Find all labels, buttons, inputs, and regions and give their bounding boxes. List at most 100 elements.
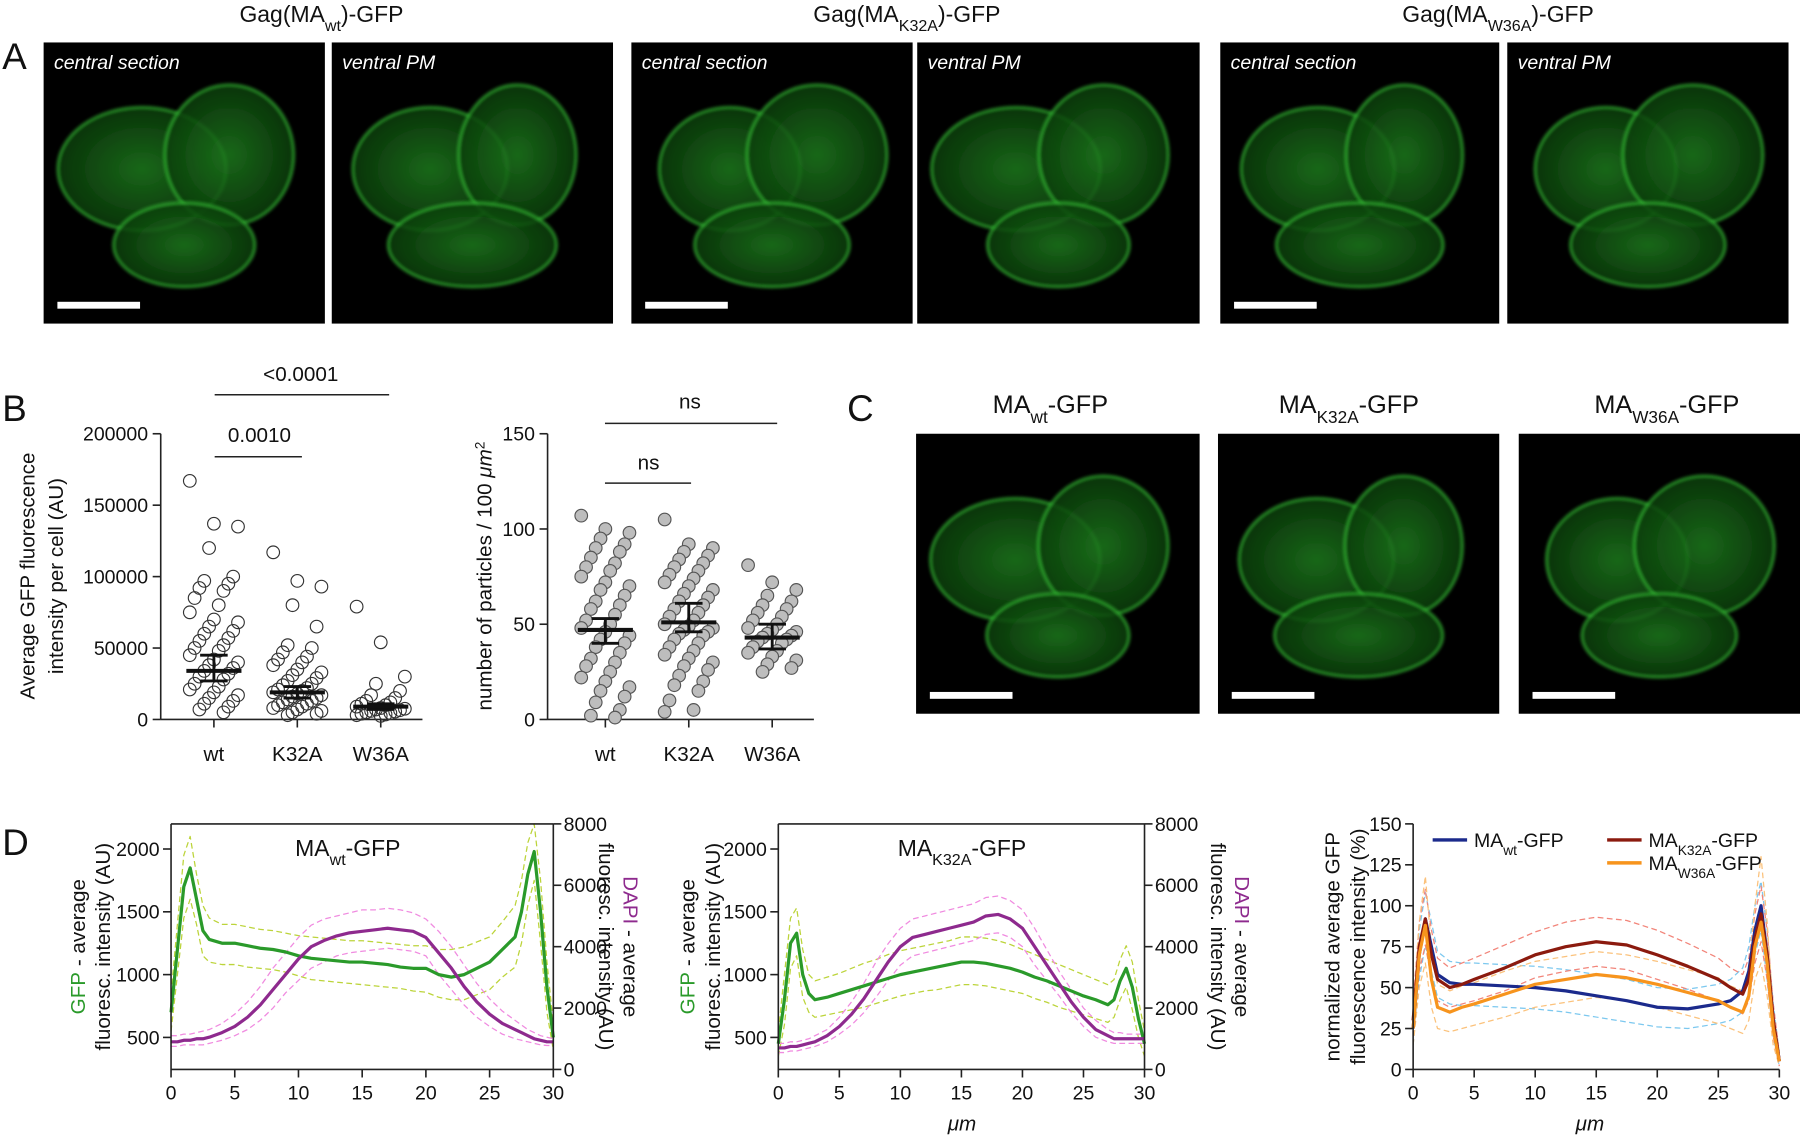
x-tick-label: 20 bbox=[415, 1082, 437, 1104]
sd-line bbox=[778, 895, 1145, 1044]
data-point bbox=[309, 671, 324, 685]
sd-line bbox=[170, 823, 554, 1025]
data-point bbox=[579, 659, 593, 674]
construct-title: MAwt-GFP bbox=[993, 391, 1108, 427]
legend-entry: MAW36A-GFP bbox=[1648, 853, 1761, 880]
title-subscript: K32A bbox=[899, 17, 939, 35]
data-point bbox=[617, 689, 632, 704]
view-label: central section bbox=[54, 52, 180, 74]
title-subscript: wt bbox=[1030, 407, 1048, 427]
data-point bbox=[662, 693, 677, 708]
legend-part: MA bbox=[1648, 830, 1677, 852]
title-part: -GFP bbox=[1359, 391, 1419, 419]
data-point bbox=[285, 598, 300, 613]
data-point bbox=[314, 704, 329, 718]
x-tick-label: 0 bbox=[166, 1082, 177, 1104]
mean-line bbox=[1411, 912, 1781, 1062]
data-point bbox=[593, 684, 608, 698]
sd-line bbox=[1412, 885, 1780, 1054]
data-point bbox=[612, 544, 627, 559]
data-point bbox=[207, 612, 221, 627]
construct-title: MAW36A-GFP bbox=[1594, 391, 1739, 427]
mean-line bbox=[169, 849, 555, 1038]
y-tick-label: 2000 bbox=[116, 839, 160, 861]
data-point bbox=[192, 702, 207, 717]
construct-title: Gag(MAwt)-GFP bbox=[239, 1, 403, 35]
cell bbox=[1569, 201, 1727, 289]
data-point bbox=[657, 575, 672, 590]
y-tick-label: 0 bbox=[137, 709, 148, 731]
title-subscript: W36A bbox=[1488, 17, 1532, 35]
data-point bbox=[349, 708, 364, 723]
y-tick-label: 0 bbox=[1391, 1059, 1402, 1081]
x-tick-label: 10 bbox=[1524, 1082, 1546, 1104]
mean-line bbox=[171, 926, 554, 1044]
data-point bbox=[221, 699, 236, 714]
x-tick-label: 0 bbox=[1408, 1082, 1419, 1104]
significance-label: 0.0010 bbox=[228, 424, 291, 447]
significance-label: ns bbox=[679, 391, 701, 414]
construct-title: Gag(MAK32A)-GFP bbox=[813, 1, 1000, 35]
x-tick-label: 25 bbox=[1707, 1082, 1729, 1104]
view-label: ventral PM bbox=[1518, 52, 1612, 74]
data-point bbox=[211, 598, 226, 613]
sd-line bbox=[1412, 855, 1780, 1054]
data-point bbox=[221, 631, 236, 645]
label-part: - average bbox=[618, 924, 641, 1017]
y-tick-label: 50000 bbox=[94, 638, 148, 660]
title-part: -GFP bbox=[971, 835, 1026, 861]
panel-label: B bbox=[2, 388, 27, 429]
title-subscript: K32A bbox=[1317, 407, 1360, 427]
x-tick-label: 15 bbox=[1585, 1082, 1607, 1104]
data-point bbox=[216, 705, 231, 720]
title-part: MA bbox=[295, 835, 330, 861]
label-part: GFP bbox=[67, 972, 90, 1014]
data-point bbox=[280, 638, 295, 653]
data-point bbox=[226, 569, 241, 584]
data-point bbox=[182, 605, 197, 620]
mean-line bbox=[776, 931, 1147, 1045]
y-tick-label: 75 bbox=[1380, 937, 1402, 959]
x-tick-label: 25 bbox=[479, 1082, 501, 1104]
data-point bbox=[285, 705, 300, 720]
y-tick-label: 50 bbox=[1380, 977, 1402, 999]
data-point bbox=[309, 619, 324, 634]
scale-bar bbox=[1532, 691, 1616, 699]
data-point bbox=[741, 621, 755, 635]
data-point bbox=[789, 583, 804, 597]
x-tick-label: W36A bbox=[744, 743, 800, 766]
cell bbox=[1274, 201, 1445, 289]
x-tick-label: 5 bbox=[834, 1082, 845, 1104]
panel-label: A bbox=[2, 36, 27, 77]
chart-title: MAK32A-GFP bbox=[898, 835, 1026, 869]
label-part: - average bbox=[1230, 924, 1253, 1017]
data-point bbox=[349, 599, 364, 614]
data-point bbox=[588, 695, 603, 710]
data-point bbox=[657, 647, 672, 662]
data-point bbox=[202, 691, 216, 705]
data-point bbox=[231, 655, 245, 670]
sd-line bbox=[777, 907, 1146, 1032]
y-axis-label: number of particles / 100 μm2 bbox=[472, 442, 497, 711]
label-part: - average bbox=[677, 879, 700, 972]
data-point bbox=[192, 634, 207, 648]
data-point bbox=[304, 694, 319, 708]
data-point bbox=[202, 541, 216, 555]
title-part: -GFP bbox=[346, 835, 401, 861]
y-tick-label: 1500 bbox=[723, 902, 767, 924]
scale-bar bbox=[645, 301, 728, 309]
title-part: Gag(MA bbox=[1402, 1, 1488, 27]
y2-axis-label: fluoresc. intensity (AU) bbox=[1206, 843, 1229, 1051]
data-point bbox=[314, 665, 329, 680]
y-tick-label: 100 bbox=[502, 519, 535, 541]
data-point bbox=[285, 668, 300, 683]
x-tick-label: 25 bbox=[1073, 1082, 1095, 1104]
y-tick-label: 2000 bbox=[723, 839, 767, 861]
y-tick-label: 150 bbox=[1369, 814, 1402, 836]
data-point bbox=[187, 641, 202, 655]
y2-tick-label: 2000 bbox=[1155, 998, 1199, 1020]
data-point bbox=[784, 661, 799, 675]
title-part: Gag(MA bbox=[813, 1, 899, 27]
